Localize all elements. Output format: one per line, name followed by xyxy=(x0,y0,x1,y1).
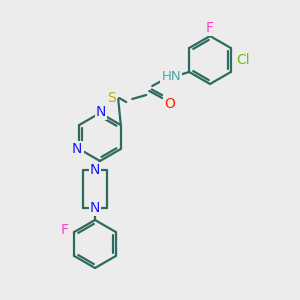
Text: N: N xyxy=(90,163,100,177)
Text: O: O xyxy=(164,97,175,111)
Text: N: N xyxy=(90,201,100,215)
Text: F: F xyxy=(206,21,214,35)
Text: F: F xyxy=(60,223,68,237)
Text: N: N xyxy=(72,142,83,156)
Text: Cl: Cl xyxy=(236,53,250,67)
Text: N: N xyxy=(96,105,106,119)
Text: S: S xyxy=(107,91,116,105)
Text: HN: HN xyxy=(161,70,181,83)
